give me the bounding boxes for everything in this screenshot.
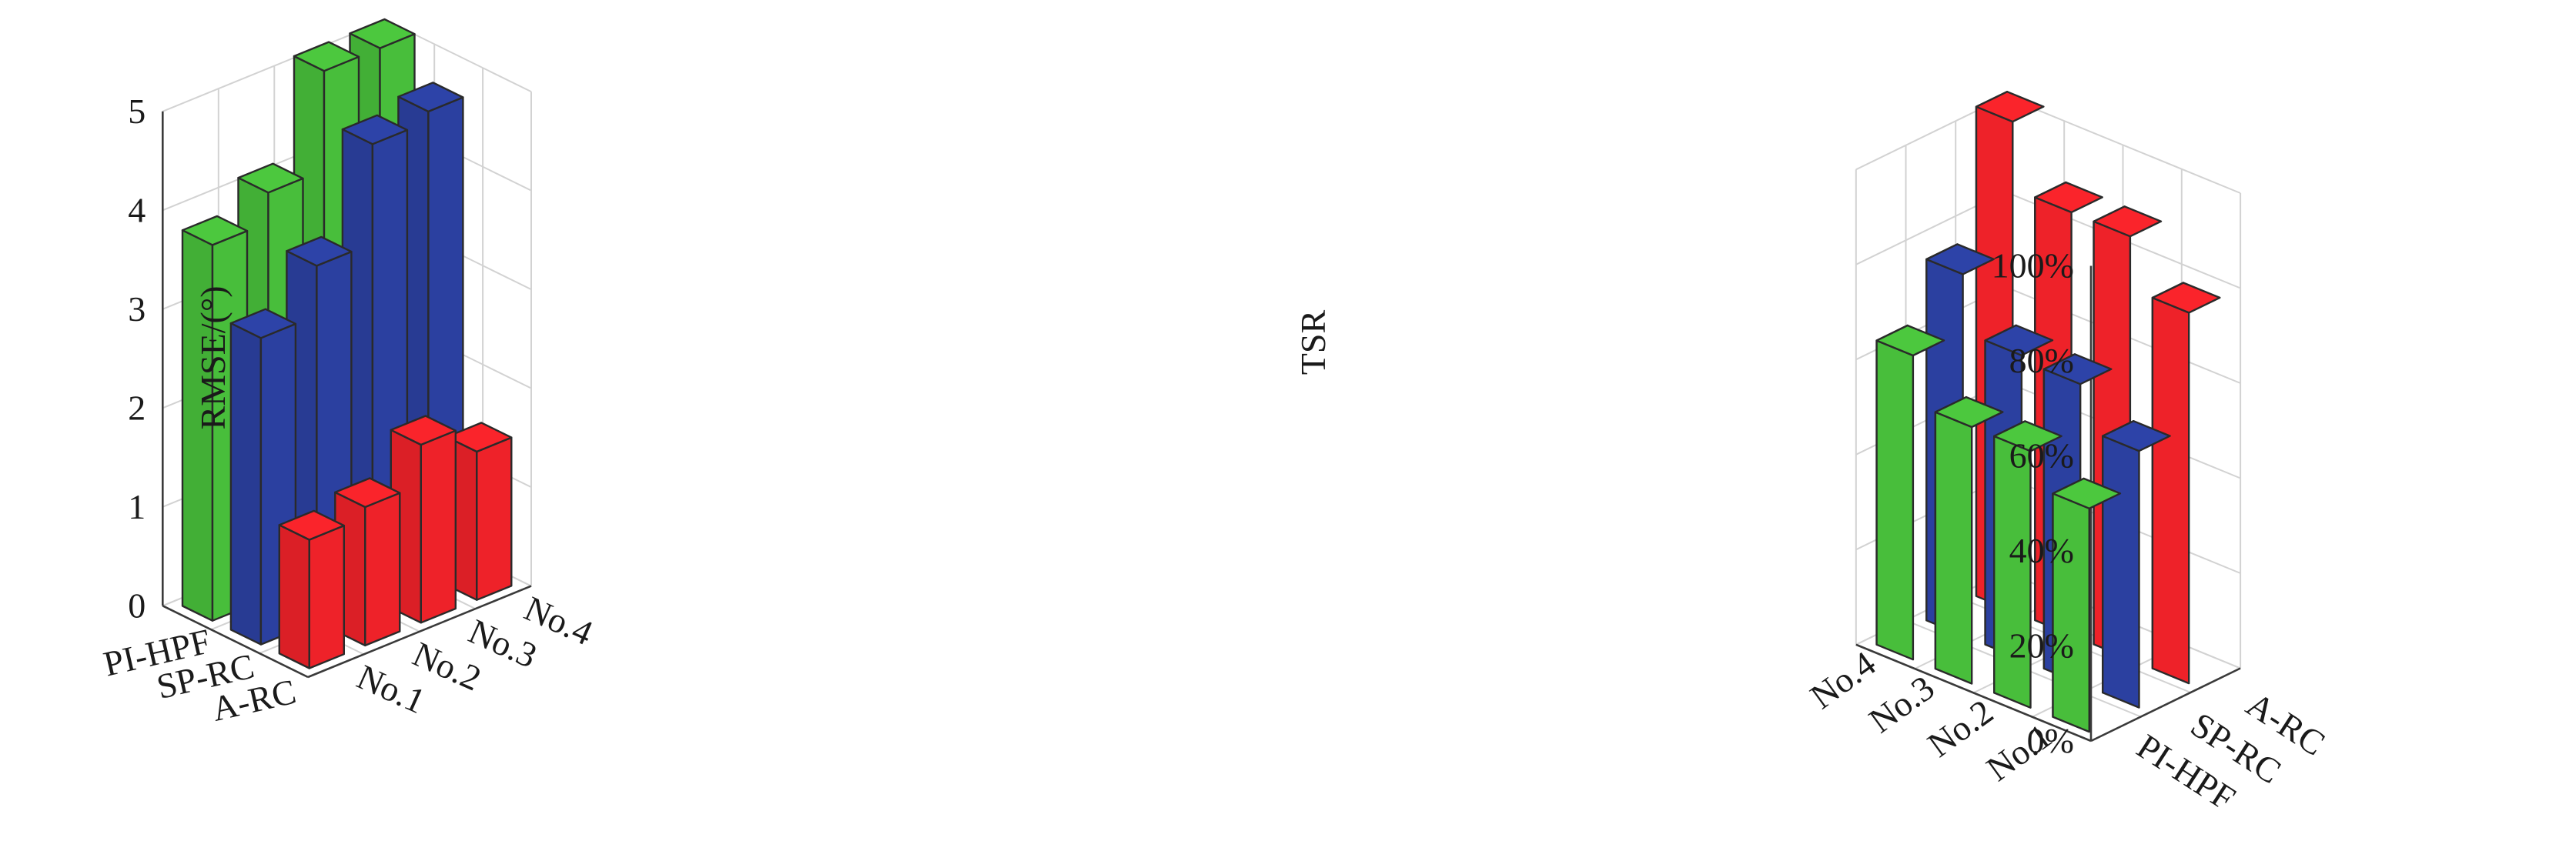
bar-side-face <box>229 322 263 646</box>
bar-top-face <box>286 235 353 267</box>
z-tick-label: 2 <box>128 388 146 427</box>
z-tick-label: 3 <box>128 289 146 329</box>
z-tick-label: 20% <box>2009 626 2074 666</box>
bar-pi-hpf-no-1 <box>2052 477 2122 733</box>
bar-top-face <box>2042 353 2113 385</box>
tsr-3d-bar-chart: 0%20%40%60%80%100%No.4No.3No.2No.1 PI-HPF… <box>1293 90 2332 818</box>
bar-top-face <box>293 41 360 72</box>
bar-front-face <box>2151 296 2190 685</box>
z-tick-label: 40% <box>2009 531 2074 570</box>
bar-front-face <box>2052 492 2091 733</box>
bar-sp-rc-no-1 <box>229 308 297 646</box>
axes-layer <box>162 111 532 679</box>
x-axis-line <box>1855 643 2092 743</box>
bar-top-face <box>1993 420 2062 452</box>
bar-front-face <box>420 429 457 624</box>
bar-a-rc-no-1 <box>278 509 345 669</box>
z-tick-label: 5 <box>128 92 146 131</box>
bar-top-face <box>397 82 464 113</box>
bar-pi-hpf-no-3 <box>1934 395 2004 685</box>
y-axis-label: RMSE/(°) <box>193 285 233 429</box>
y-axis-line <box>162 605 309 679</box>
z-tick-label: 1 <box>128 487 146 526</box>
bar-top-face <box>1984 324 2054 356</box>
bar-top-face <box>2052 477 2122 509</box>
z-tick-label: 100% <box>1992 246 2074 285</box>
bar-top-face <box>1934 395 2004 429</box>
bar-front-face <box>364 492 401 647</box>
z-tick-label: 4 <box>128 190 146 229</box>
bars-layer <box>181 18 513 669</box>
grid-line <box>2005 95 2241 194</box>
z-tick-label: 60% <box>2009 436 2074 476</box>
bar-front-face <box>1875 339 1915 661</box>
bar-top-face <box>341 114 409 145</box>
bar-pi-hpf-no-2 <box>1993 420 2062 709</box>
bar-top-face <box>349 18 416 49</box>
bar-front-face <box>1934 411 1973 685</box>
bar-top-face <box>278 509 345 541</box>
bar-top-face <box>2034 181 2103 214</box>
bar-a-rc-no-1 <box>2151 282 2221 685</box>
bar-top-face <box>237 162 304 194</box>
z-tick-label: 80% <box>2009 341 2074 380</box>
y-axis-label: TSR <box>1293 310 1333 375</box>
bar-top-face <box>229 308 297 339</box>
bar-top-face <box>1925 243 1995 275</box>
bar-top-face <box>446 422 513 453</box>
bar-front-face <box>2101 435 2140 709</box>
bars-layer <box>1875 90 2221 733</box>
bar-top-face <box>1975 90 2045 123</box>
bar-front-face <box>1993 435 2032 709</box>
z-tick-label: 0% <box>2027 721 2074 760</box>
grid-line <box>162 19 386 112</box>
bar-top-face <box>2151 282 2221 314</box>
bar-top-face <box>334 477 401 509</box>
bar-front-face <box>476 436 513 601</box>
bar-pi-hpf-no-4 <box>1875 324 1945 661</box>
bar-top-face <box>2101 420 2171 452</box>
z-tick-label: 0 <box>128 586 146 625</box>
bar-top-face <box>390 415 457 446</box>
bar-top-face <box>1875 324 1945 357</box>
bar-side-face <box>278 524 310 669</box>
y-axis-line <box>2090 667 2241 743</box>
bar-front-face <box>308 524 345 669</box>
x-axis-line <box>307 585 532 679</box>
bar-top-face <box>2093 205 2163 238</box>
bar-top-face <box>181 215 249 246</box>
